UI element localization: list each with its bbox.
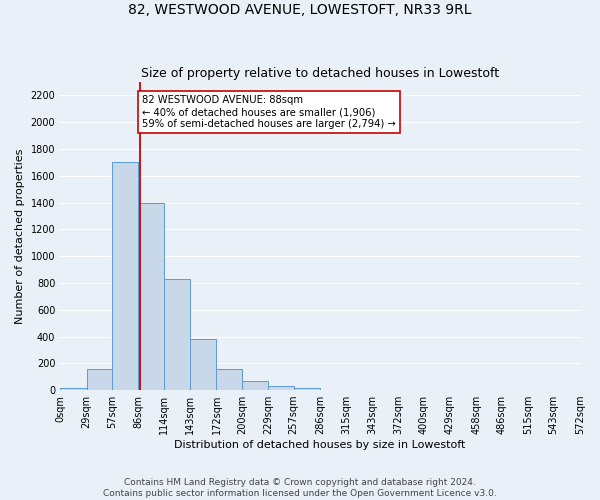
Title: Size of property relative to detached houses in Lowestoft: Size of property relative to detached ho… <box>141 66 499 80</box>
X-axis label: Distribution of detached houses by size in Lowestoft: Distribution of detached houses by size … <box>175 440 466 450</box>
Bar <box>60 388 86 390</box>
Bar <box>242 382 268 390</box>
Bar <box>164 279 190 390</box>
Bar <box>217 368 242 390</box>
Text: 82 WESTWOOD AVENUE: 88sqm
← 40% of detached houses are smaller (1,906)
59% of se: 82 WESTWOOD AVENUE: 88sqm ← 40% of detac… <box>142 96 396 128</box>
Text: Contains HM Land Registry data © Crown copyright and database right 2024.
Contai: Contains HM Land Registry data © Crown c… <box>103 478 497 498</box>
Bar <box>294 388 320 390</box>
Text: 82, WESTWOOD AVENUE, LOWESTOFT, NR33 9RL: 82, WESTWOOD AVENUE, LOWESTOFT, NR33 9RL <box>128 2 472 16</box>
Bar <box>139 202 164 390</box>
Bar <box>268 386 294 390</box>
Bar <box>112 162 139 390</box>
Bar <box>190 339 217 390</box>
Y-axis label: Number of detached properties: Number of detached properties <box>15 148 25 324</box>
Bar <box>86 370 112 390</box>
